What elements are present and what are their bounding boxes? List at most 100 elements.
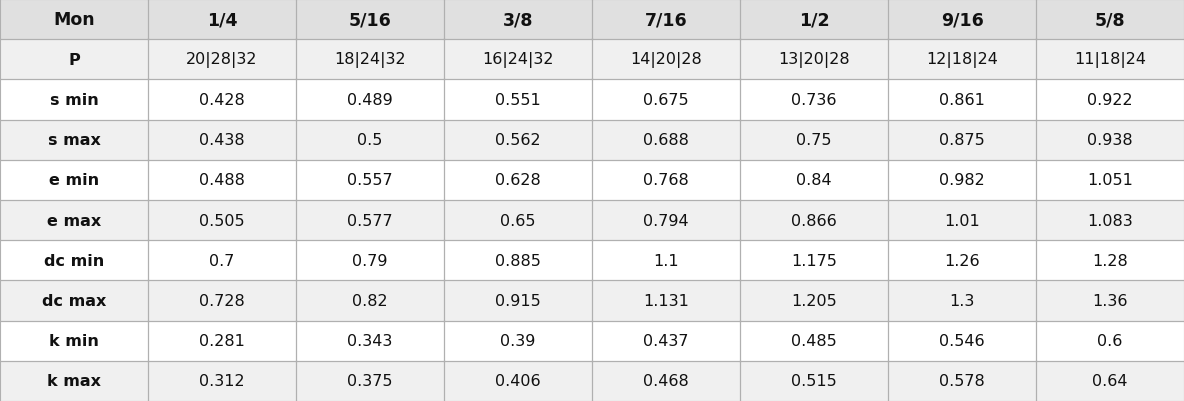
- Bar: [888, 0, 1036, 40]
- Bar: [740, 120, 888, 160]
- Bar: [148, 80, 296, 120]
- Bar: [0, 321, 148, 361]
- Bar: [592, 80, 740, 120]
- Text: 0.922: 0.922: [1087, 93, 1133, 108]
- Text: 0.578: 0.578: [939, 373, 985, 389]
- Text: 0.406: 0.406: [495, 373, 541, 389]
- Bar: [444, 120, 592, 160]
- Bar: [740, 200, 888, 241]
- Text: 1.36: 1.36: [1093, 293, 1127, 308]
- Bar: [740, 361, 888, 401]
- Text: 0.437: 0.437: [643, 333, 689, 348]
- Bar: [296, 120, 444, 160]
- Bar: [296, 80, 444, 120]
- Text: e min: e min: [49, 173, 99, 188]
- Bar: [740, 321, 888, 361]
- Bar: [1036, 281, 1184, 321]
- Bar: [888, 200, 1036, 241]
- Text: 0.438: 0.438: [199, 133, 245, 148]
- Text: 5/16: 5/16: [348, 11, 392, 29]
- Text: 0.312: 0.312: [199, 373, 245, 389]
- Bar: [444, 200, 592, 241]
- Text: 1.28: 1.28: [1092, 253, 1128, 268]
- Text: 0.6: 0.6: [1098, 333, 1122, 348]
- Text: 1.205: 1.205: [791, 293, 837, 308]
- Bar: [888, 80, 1036, 120]
- Bar: [296, 160, 444, 200]
- Text: 1.3: 1.3: [950, 293, 974, 308]
- Text: 0.915: 0.915: [495, 293, 541, 308]
- Text: 1/2: 1/2: [799, 11, 829, 29]
- Bar: [1036, 321, 1184, 361]
- Bar: [740, 241, 888, 281]
- Bar: [888, 40, 1036, 80]
- Bar: [592, 200, 740, 241]
- Bar: [888, 241, 1036, 281]
- Bar: [0, 200, 148, 241]
- Bar: [888, 160, 1036, 200]
- Text: 0.875: 0.875: [939, 133, 985, 148]
- Text: 18|24|32: 18|24|32: [334, 52, 406, 68]
- Bar: [592, 120, 740, 160]
- Bar: [0, 0, 148, 40]
- Bar: [740, 40, 888, 80]
- Bar: [740, 80, 888, 120]
- Text: 14|20|28: 14|20|28: [630, 52, 702, 68]
- Text: 1/4: 1/4: [207, 11, 237, 29]
- Text: 1.175: 1.175: [791, 253, 837, 268]
- Text: 12|18|24: 12|18|24: [926, 52, 998, 68]
- Bar: [592, 281, 740, 321]
- Bar: [0, 80, 148, 120]
- Text: e max: e max: [47, 213, 101, 228]
- Bar: [444, 160, 592, 200]
- Bar: [296, 200, 444, 241]
- Text: 0.485: 0.485: [791, 333, 837, 348]
- Bar: [1036, 160, 1184, 200]
- Text: 1.01: 1.01: [944, 213, 980, 228]
- Bar: [148, 0, 296, 40]
- Text: 0.768: 0.768: [643, 173, 689, 188]
- Text: 1.051: 1.051: [1087, 173, 1133, 188]
- Bar: [296, 0, 444, 40]
- Bar: [444, 361, 592, 401]
- Bar: [740, 281, 888, 321]
- Bar: [296, 321, 444, 361]
- Text: 0.982: 0.982: [939, 173, 985, 188]
- Bar: [148, 200, 296, 241]
- Bar: [296, 361, 444, 401]
- Text: dc max: dc max: [41, 293, 107, 308]
- Text: 11|18|24: 11|18|24: [1074, 52, 1146, 68]
- Bar: [444, 321, 592, 361]
- Bar: [1036, 40, 1184, 80]
- Text: 0.84: 0.84: [796, 173, 832, 188]
- Text: 1.083: 1.083: [1087, 213, 1133, 228]
- Text: 0.64: 0.64: [1093, 373, 1127, 389]
- Text: 1.26: 1.26: [944, 253, 980, 268]
- Bar: [888, 321, 1036, 361]
- Text: 1.1: 1.1: [654, 253, 678, 268]
- Text: 0.728: 0.728: [199, 293, 245, 308]
- Bar: [148, 40, 296, 80]
- Text: s max: s max: [47, 133, 101, 148]
- Text: dc min: dc min: [44, 253, 104, 268]
- Text: 13|20|28: 13|20|28: [778, 52, 850, 68]
- Text: P: P: [69, 53, 79, 68]
- Bar: [0, 40, 148, 80]
- Text: 0.7: 0.7: [210, 253, 234, 268]
- Bar: [0, 120, 148, 160]
- Bar: [148, 321, 296, 361]
- Bar: [296, 40, 444, 80]
- Bar: [592, 241, 740, 281]
- Text: 3/8: 3/8: [503, 11, 533, 29]
- Bar: [740, 0, 888, 40]
- Bar: [444, 0, 592, 40]
- Text: 0.736: 0.736: [791, 93, 837, 108]
- Text: 0.515: 0.515: [791, 373, 837, 389]
- Text: 7/16: 7/16: [644, 11, 688, 29]
- Bar: [296, 241, 444, 281]
- Bar: [888, 120, 1036, 160]
- Bar: [0, 281, 148, 321]
- Text: 0.468: 0.468: [643, 373, 689, 389]
- Bar: [740, 160, 888, 200]
- Text: s min: s min: [50, 93, 98, 108]
